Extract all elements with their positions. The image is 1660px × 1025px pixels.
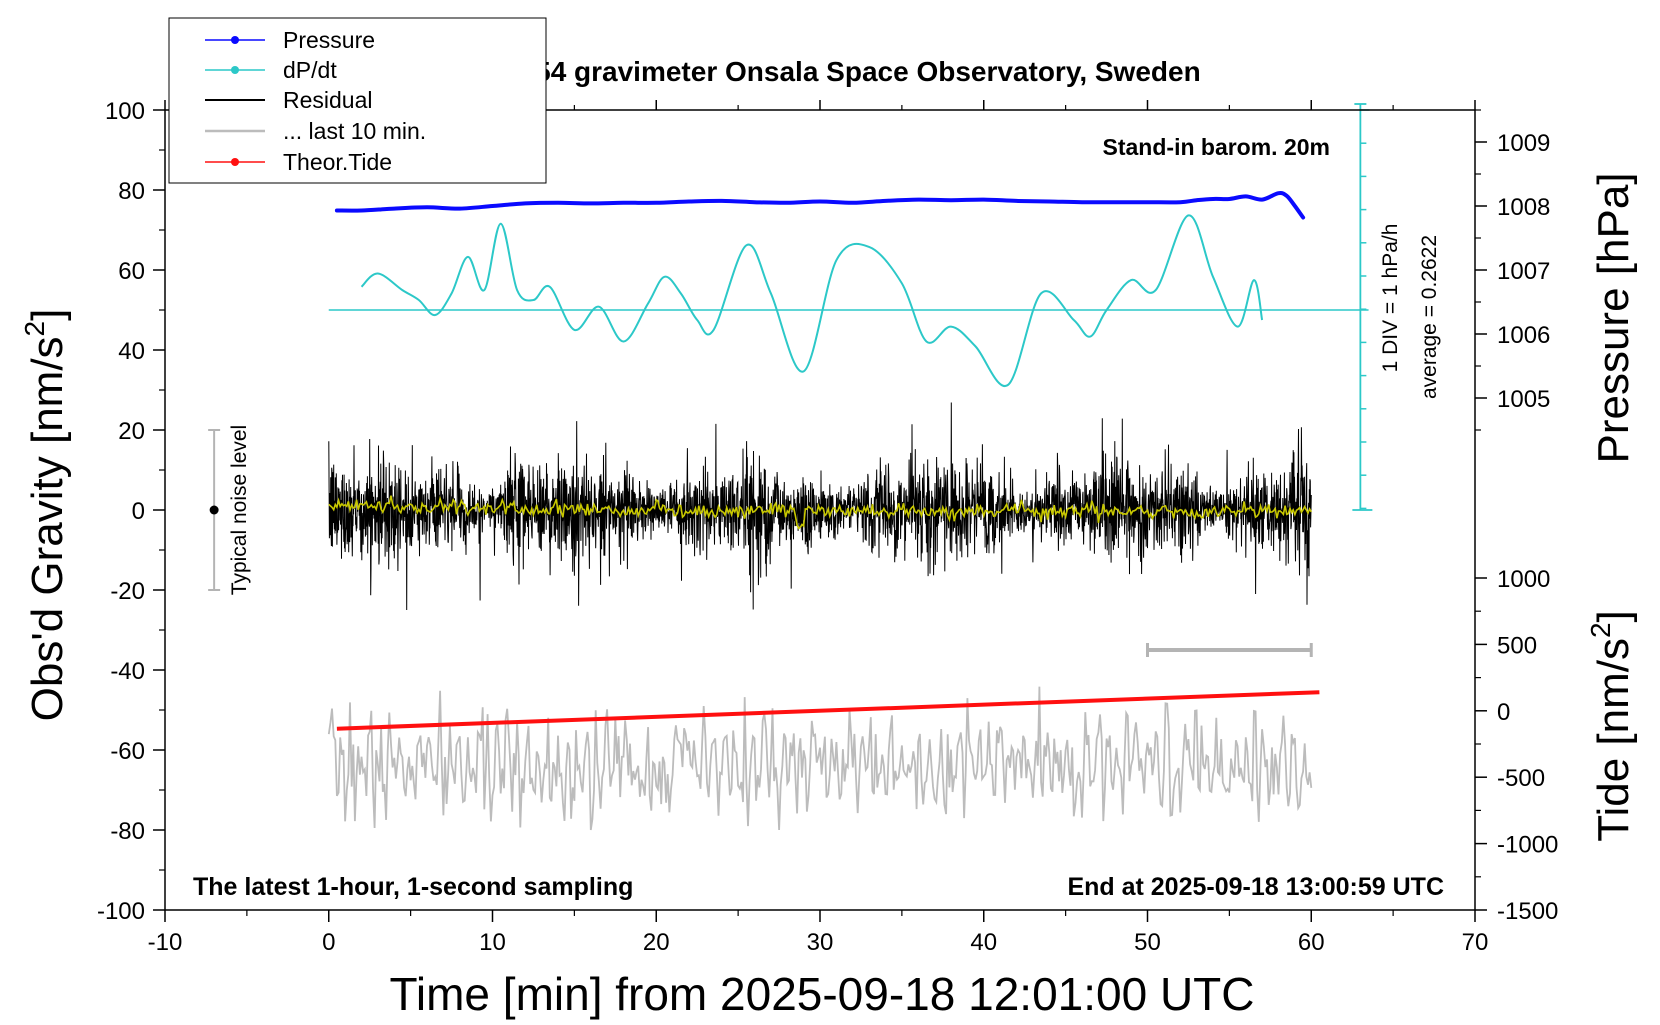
series-pressure-line <box>334 191 1306 220</box>
legend-label-dpdt: dP/dt <box>283 57 337 83</box>
y-axis-label-close: ] <box>23 309 72 321</box>
series-last10-line <box>327 686 1313 831</box>
series-tide-line <box>336 690 1320 731</box>
x-tick-label: 70 <box>1462 929 1489 956</box>
noise-level-center-dot <box>209 505 219 515</box>
y-tick-label: 80 <box>118 178 145 205</box>
pressure-tick-label: 1007 <box>1497 258 1550 285</box>
x-axis: -10 0 10 20 30 40 50 60 70 <box>148 100 1489 956</box>
tide-tick-label: -1500 <box>1497 898 1558 925</box>
x-tick-label: 10 <box>479 929 506 956</box>
x-tick-label: 40 <box>970 929 997 956</box>
legend-entry-tide: Theor.Tide <box>205 149 392 175</box>
y-axis-label: Obs'd Gravity [nm/s2] <box>19 309 72 722</box>
x-tick-label: 50 <box>1134 929 1161 956</box>
series-dpdt-line <box>360 214 1264 388</box>
y-axis-pressure: 1009 1008 1007 1006 1005 <box>1475 109 1550 431</box>
tide-tick-label: 1000 <box>1497 566 1550 593</box>
series-residual-line <box>328 402 1312 611</box>
legend-marker-pressure <box>231 36 239 44</box>
tide-axis-label: Tide [nm/s2] <box>1585 610 1638 842</box>
y-tick-label: -40 <box>110 658 145 685</box>
pressure-tick-label: 1005 <box>1497 386 1550 413</box>
y-tick-label: -100 <box>97 898 145 925</box>
legend-label-tide: Theor.Tide <box>283 149 392 175</box>
y-tick-label: 100 <box>105 98 145 125</box>
tide-tick-label: -1000 <box>1497 832 1558 859</box>
y-axis-label-exponent: 2 <box>19 321 50 337</box>
legend-marker-tide <box>231 158 239 166</box>
pressure-tick-label: 1008 <box>1497 194 1550 221</box>
y-axis-gravity: 100 80 60 40 20 0 -20 -40 -60 -80 -100 <box>97 98 165 925</box>
dpdt-average-annotation: average = 0.2622 <box>1418 235 1441 399</box>
legend: Pressure dP/dt Residual ... last 10 min.… <box>168 17 547 184</box>
legend-entry-last10: ... last 10 min. <box>205 118 426 144</box>
x-axis-label: Time [min] from 2025-09-18 12:01:00 UTC <box>390 968 1255 1020</box>
pressure-tick-label: 1006 <box>1497 322 1550 349</box>
tide-tick-label: -500 <box>1497 765 1545 792</box>
y-tick-label: 0 <box>132 498 145 525</box>
tide-axis-label-exponent: 2 <box>1585 622 1616 638</box>
end-time-annotation: End at 2025-09-18 13:00:59 UTC <box>1067 873 1444 901</box>
y-tick-label: -20 <box>110 578 145 605</box>
barometer-annotation: Stand-in barom. 20m <box>1103 134 1330 160</box>
dpdt-scale-annotation: 1 DIV = 1 hPa/h <box>1379 224 1402 373</box>
legend-label-pressure: Pressure <box>283 27 375 53</box>
y-axis-label-text: Obs'd Gravity [nm/s <box>23 336 72 721</box>
legend-entry-pressure: Pressure <box>205 27 375 53</box>
y-tick-label: -60 <box>110 738 145 765</box>
tide-axis-label-text: Tide [nm/s <box>1589 638 1638 842</box>
legend-label-last10: ... last 10 min. <box>283 118 426 144</box>
y-tick-label: 60 <box>118 258 145 285</box>
noise-level-annotation: Typical noise level <box>228 425 251 595</box>
sampling-annotation: The latest 1-hour, 1-second sampling <box>193 873 633 901</box>
series-residual-mean-line <box>328 495 1312 530</box>
pressure-axis-label: Pressure [hPa] <box>1589 172 1638 463</box>
x-tick-label: 30 <box>807 929 834 956</box>
tide-tick-label: 500 <box>1497 632 1537 659</box>
y-tick-label: 40 <box>118 338 145 365</box>
legend-entry-dpdt: dP/dt <box>205 57 337 83</box>
tide-tick-label: 0 <box>1497 699 1510 726</box>
legend-marker-dpdt <box>231 66 239 74</box>
series-layer <box>208 103 1373 831</box>
y-tick-label: 20 <box>118 418 145 445</box>
x-tick-label: 20 <box>643 929 670 956</box>
y-tick-label: -80 <box>110 818 145 845</box>
x-tick-label: -10 <box>148 929 183 956</box>
x-tick-label: 60 <box>1298 929 1325 956</box>
pressure-tick-label: 1009 <box>1497 130 1550 157</box>
legend-entry-residual: Residual <box>205 87 373 113</box>
x-tick-label: 0 <box>322 929 335 956</box>
chart-title: SCG_054 gravimeter Onsala Space Observat… <box>443 56 1200 87</box>
y-axis-tide: 1000 500 0 -500 -1000 -1500 <box>1475 566 1558 925</box>
tide-axis-label-close: ] <box>1589 610 1638 622</box>
legend-label-residual: Residual <box>283 87 373 113</box>
